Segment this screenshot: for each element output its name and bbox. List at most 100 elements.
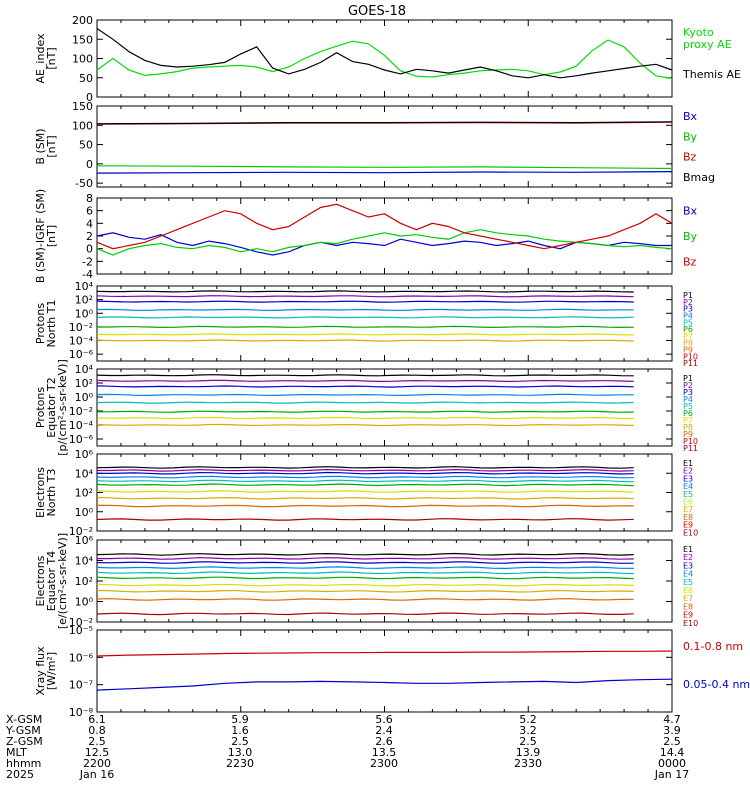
y-tick-label: 10² [75, 487, 93, 500]
y-tick-label: 0 [86, 91, 93, 104]
series-line-Bz [96, 203, 673, 250]
legend-item: E4 [683, 482, 693, 491]
series-line-P7 [96, 416, 634, 420]
x-row-value: 3.2 [519, 724, 537, 737]
legend-item: P8 [683, 339, 693, 348]
series-line-E5 [96, 479, 634, 483]
y-tick-label: 10⁻⁶ [69, 348, 94, 361]
series-line-E7 [96, 490, 634, 493]
series-line-E1 [96, 466, 634, 469]
y-axis-label: B (SM) [34, 128, 47, 164]
x-row-label: 2025 [6, 768, 34, 781]
y-tick-label: 10⁰ [75, 391, 94, 404]
series-line-0.1-0.8-nm [96, 650, 673, 657]
y-tick-label: 10⁰ [75, 506, 94, 519]
y-tick-label: 10⁴ [75, 363, 94, 376]
legend-item: proxy AE [683, 38, 732, 51]
x-row-value: 5.6 [375, 713, 393, 726]
y-tick-label: 10⁻⁷ [69, 679, 93, 692]
series-line-E10 [96, 612, 634, 616]
series-line-P6 [97, 410, 634, 413]
legend-item: E2 [683, 467, 693, 476]
legend-item: E5 [683, 578, 693, 587]
legend-item: P3 [683, 388, 693, 397]
x-row-value: 2.5 [519, 735, 537, 748]
series-line-E10 [96, 518, 634, 521]
series-line-E3 [96, 561, 634, 564]
legend-item: P2 [683, 381, 693, 390]
series-line-P8 [96, 423, 634, 427]
legend-item: E6 [683, 498, 693, 507]
series-line-By [96, 165, 673, 170]
y-axis-label: Electrons [34, 555, 47, 606]
legend-item: P3 [683, 305, 693, 314]
y-tick-label: 10⁴ [75, 280, 94, 293]
y-tick-label: 10⁻⁶ [69, 433, 94, 446]
y-tick-label: 4 [86, 217, 93, 230]
y-axis-label: B (SM)-IGRF (SM) [34, 189, 47, 283]
y-axis-label: [nT] [45, 135, 58, 157]
y-tick-label: 6 [86, 205, 93, 218]
series-line-Bx [96, 171, 673, 174]
series-line-P1 [96, 290, 634, 293]
legend-item: 0.05-0.4 nm [683, 678, 750, 691]
series-line-P5 [96, 401, 634, 404]
panel-frame [96, 105, 673, 188]
x-row-value: 2230 [226, 757, 254, 770]
y-axis-label: Equator T4 [45, 551, 58, 611]
series-line-E2 [97, 557, 634, 560]
legend-item: P9 [683, 346, 693, 355]
x-row-value: 2.5 [663, 735, 681, 748]
time-axis-table: X-GSM 6.1 5.9 5.6 5.2 4.7 Y-GSM 0.8 1.6 2.4 3.2 3.9… [5, 713, 689, 781]
y-tick-label: -2 [82, 255, 93, 268]
legend-item: P8 [683, 423, 693, 432]
series-line-P4 [96, 393, 634, 397]
y-tick-label: 10² [75, 377, 93, 390]
y-tick-label: 10⁻² [69, 616, 93, 629]
legend: 0.1-0.8 nm 0.05-0.4 nm [683, 640, 750, 691]
legend-item: 0.1-0.8 nm [683, 640, 743, 653]
x-row-value: 0.8 [88, 724, 106, 737]
legend-item: P5 [683, 402, 693, 411]
series-line-Bmag [96, 121, 673, 125]
y-tick-label: 0 [86, 243, 93, 256]
series-line-P3 [96, 300, 634, 303]
y-tick-label: 10⁻⁴ [69, 335, 94, 348]
x-row-value: 2.4 [375, 724, 393, 737]
x-row-value: 2.5 [231, 735, 249, 748]
x-row-value: Jan 17 [654, 768, 689, 781]
y-axis-label: [nT] [45, 225, 58, 247]
legend-item: E1 [683, 459, 693, 468]
legend-item: P11 [683, 444, 698, 453]
y-tick-label: 10⁶ [75, 448, 94, 461]
y-tick-label: 10⁻² [69, 405, 93, 418]
x-row-value: 2300 [370, 757, 398, 770]
series-line-P4 [96, 308, 634, 312]
y-tick-label: 10⁴ [75, 467, 94, 480]
legend-item: P7 [683, 332, 693, 341]
legend-item: E9 [683, 611, 693, 620]
y-tick-label: 10² [75, 294, 93, 307]
legend-item: E6 [683, 586, 693, 595]
y-tick-label: 150 [72, 33, 93, 46]
x-row-value: 6.1 [88, 713, 106, 726]
y-tick-label: 10⁻⁴ [69, 419, 94, 432]
legend-item: E7 [683, 594, 693, 603]
x-row-value: 13.0 [228, 746, 253, 759]
series-line-P2 [96, 379, 634, 383]
legend-item: E10 [683, 528, 698, 537]
series-line-By [96, 229, 673, 256]
legend-item: E2 [683, 553, 693, 562]
legend-item: P6 [683, 325, 693, 334]
legend-item: P4 [683, 311, 693, 320]
y-tick-label: 100 [72, 119, 93, 132]
